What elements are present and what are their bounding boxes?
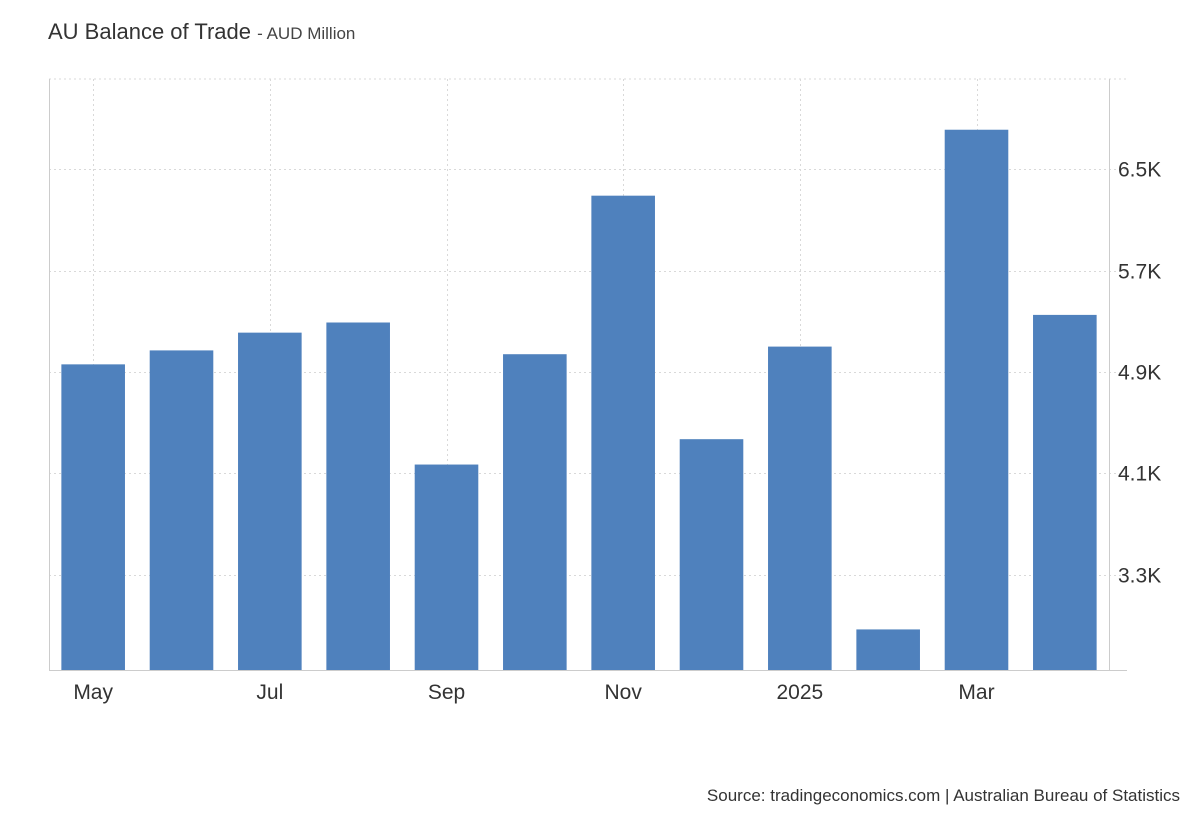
source-note: Source: tradingeconomics.com | Australia…	[706, 786, 1180, 805]
bar	[326, 322, 390, 670]
chart-title: AU Balance of Trade - AUD Million	[48, 19, 355, 45]
bar	[768, 346, 832, 670]
x-tick-label: Nov	[604, 681, 642, 704]
chart-title-text: AU Balance of Trade	[48, 19, 252, 44]
bar	[414, 464, 479, 670]
bar	[149, 350, 214, 670]
bar	[238, 332, 302, 670]
chart-subtitle-text: AUD Million	[266, 24, 356, 43]
x-tick-label: May	[73, 681, 113, 704]
axes	[49, 79, 1127, 671]
bar	[944, 129, 1009, 670]
chart-subtitle: - AUD Million	[257, 24, 356, 43]
bar	[591, 195, 655, 671]
x-axis-labels: May Jul Sep Nov 2025 Mar	[73, 681, 994, 704]
bar	[1033, 314, 1097, 670]
y-tick-label: 4.1K	[1118, 463, 1161, 486]
x-tick-label: Sep	[428, 681, 465, 704]
x-tick-label: 2025	[776, 681, 823, 704]
y-tick-label: 6.5K	[1118, 159, 1161, 182]
bars	[61, 129, 1097, 671]
bar	[679, 439, 744, 670]
bar	[856, 629, 920, 670]
x-tick-label: Jul	[256, 681, 283, 704]
y-axis-labels: 3.3K 4.1K 4.9K 5.7K 6.5K	[1118, 159, 1161, 588]
bar	[61, 364, 125, 670]
bar	[503, 354, 567, 670]
y-tick-label: 4.9K	[1118, 362, 1161, 385]
y-tick-label: 3.3K	[1118, 565, 1161, 588]
x-tick-label: Mar	[958, 681, 994, 704]
y-tick-label: 5.7K	[1118, 261, 1161, 284]
